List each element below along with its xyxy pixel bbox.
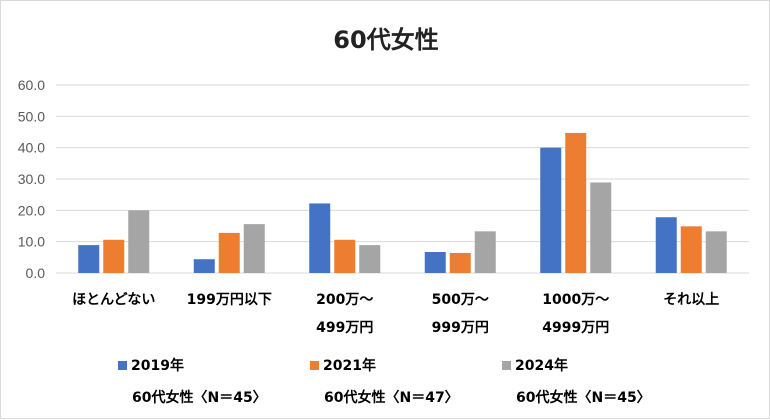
y-tick-label: 30.0 bbox=[18, 171, 45, 187]
x-tick-label: 499万円 bbox=[316, 320, 373, 336]
bar-2021-3 bbox=[449, 252, 471, 273]
y-axis-ticks: 0.0 10.0 20.0 30.0 40.0 50.0 60.0 bbox=[18, 77, 45, 281]
legend-series-sample: 60代女性〈N＝45〉 bbox=[132, 389, 267, 406]
legend-series-sample: 60代女性〈N＝45〉 bbox=[516, 389, 651, 406]
legend-swatch bbox=[118, 361, 127, 370]
bar-2021-2 bbox=[334, 239, 356, 273]
bar-2024-0 bbox=[128, 210, 150, 273]
legend-series-name: 2019年 bbox=[131, 357, 184, 374]
chart-title: 60代女性 bbox=[333, 26, 438, 54]
legend-series-sample: 60代女性〈N＝47〉 bbox=[324, 389, 459, 406]
bar-2024-3 bbox=[474, 231, 496, 273]
x-axis-ticks: ほとんどない 199万円以下 200万～ 499万円 500万～ 999万円 1000万～ 4… bbox=[72, 292, 719, 336]
legend-swatch bbox=[502, 361, 511, 370]
x-tick-label: 999万円 bbox=[432, 320, 489, 336]
bar-2021-1 bbox=[218, 232, 240, 273]
bar-2024-5 bbox=[705, 231, 727, 273]
bar-2021-4 bbox=[565, 132, 587, 273]
gridlines bbox=[56, 84, 749, 274]
bar-2019-5 bbox=[655, 217, 677, 273]
x-tick-label: 500万～ bbox=[432, 292, 489, 308]
bar-2021-0 bbox=[103, 239, 125, 273]
bar-2019-1 bbox=[193, 259, 215, 273]
y-tick-label: 10.0 bbox=[18, 234, 45, 250]
legend-swatch bbox=[310, 361, 319, 370]
x-tick-label: それ以上 bbox=[663, 292, 719, 308]
bar-2024-2 bbox=[359, 245, 381, 273]
legend: 2019年 60代女性〈N＝45〉 2021年 60代女性〈N＝47〉 2024年 60代… bbox=[118, 357, 651, 406]
bar-2024-4 bbox=[590, 182, 612, 273]
y-tick-label: 40.0 bbox=[18, 140, 45, 156]
bar-2019-4 bbox=[540, 147, 562, 273]
legend-series-name: 2024年 bbox=[515, 357, 568, 374]
bar-2019-2 bbox=[309, 203, 331, 273]
y-tick-label: 20.0 bbox=[18, 202, 45, 218]
x-tick-label: 200万～ bbox=[316, 292, 373, 308]
x-tick-label: 1000万～ bbox=[542, 292, 609, 308]
y-tick-label: 50.0 bbox=[18, 108, 45, 124]
bars bbox=[78, 132, 727, 273]
legend-series-name: 2021年 bbox=[323, 357, 376, 374]
bar-2019-0 bbox=[78, 245, 100, 273]
x-tick-label: 4999万円 bbox=[542, 320, 609, 336]
x-tick-label: ほとんどない bbox=[72, 292, 155, 308]
bar-2019-3 bbox=[424, 252, 446, 273]
x-tick-label: 199万円以下 bbox=[187, 292, 272, 308]
y-tick-label: 0.0 bbox=[26, 265, 46, 281]
bar-2024-1 bbox=[243, 224, 265, 273]
bar-2021-5 bbox=[680, 226, 702, 273]
y-tick-label: 60.0 bbox=[18, 77, 45, 93]
